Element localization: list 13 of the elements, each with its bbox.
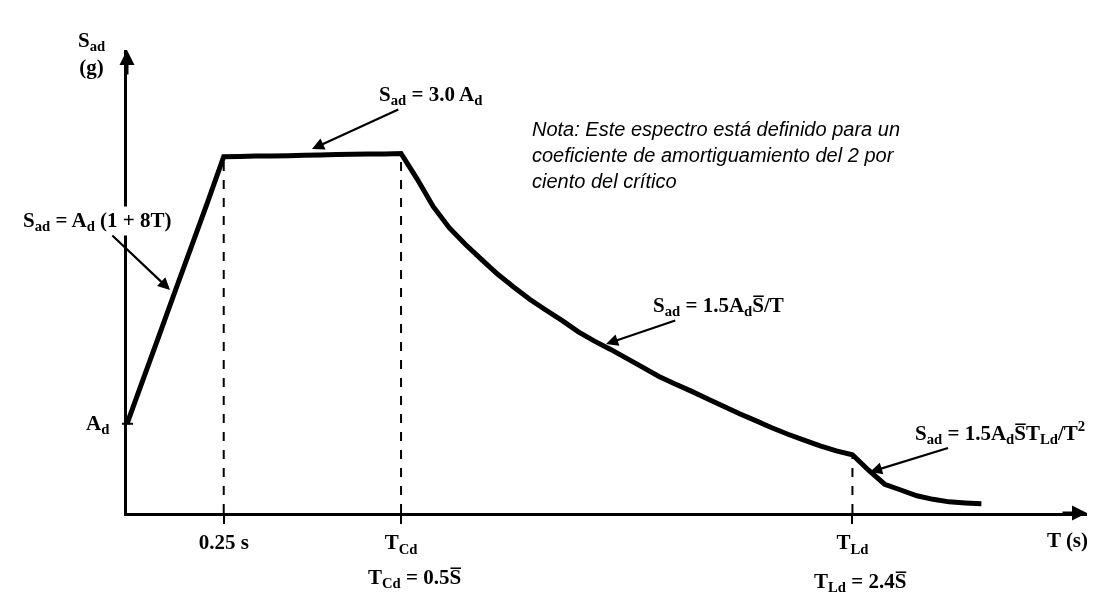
x-axis-title: T (s) [1047,528,1089,552]
annotation: S$_{ad}$ = A$_{d}$ (1 + 8T) [23,208,172,235]
annotation: Nota: Este espectro está definido para un coeficiente de amortiguamiento del 2 por ciento del crítico [532,118,901,192]
x-tick-label: T$_{Cd}$ [384,530,418,557]
x-tick-label: T$_{Ld}$ [836,530,869,557]
annotation: S$_{ad}$ = 1.5A$_{d}$S̅T$_{Ld}$/T$^{2}$ [915,418,1086,448]
text: S$_{ad}$ = 3.0 A$_{d}$ [379,82,483,109]
x-tick-label: 0.25 s [198,530,249,555]
text: A$_{d}$ [86,411,110,438]
y-axis-title: S$_{ad}$ (g) [78,28,106,80]
annotation: S$_{ad}$ = 1.5A$_{d}$S̅/T [653,293,784,320]
text: T$_{Cd}$ = 0.5S̅ [368,565,462,592]
text: T$_{Ld}$ = 2.4S̅ [814,569,908,596]
